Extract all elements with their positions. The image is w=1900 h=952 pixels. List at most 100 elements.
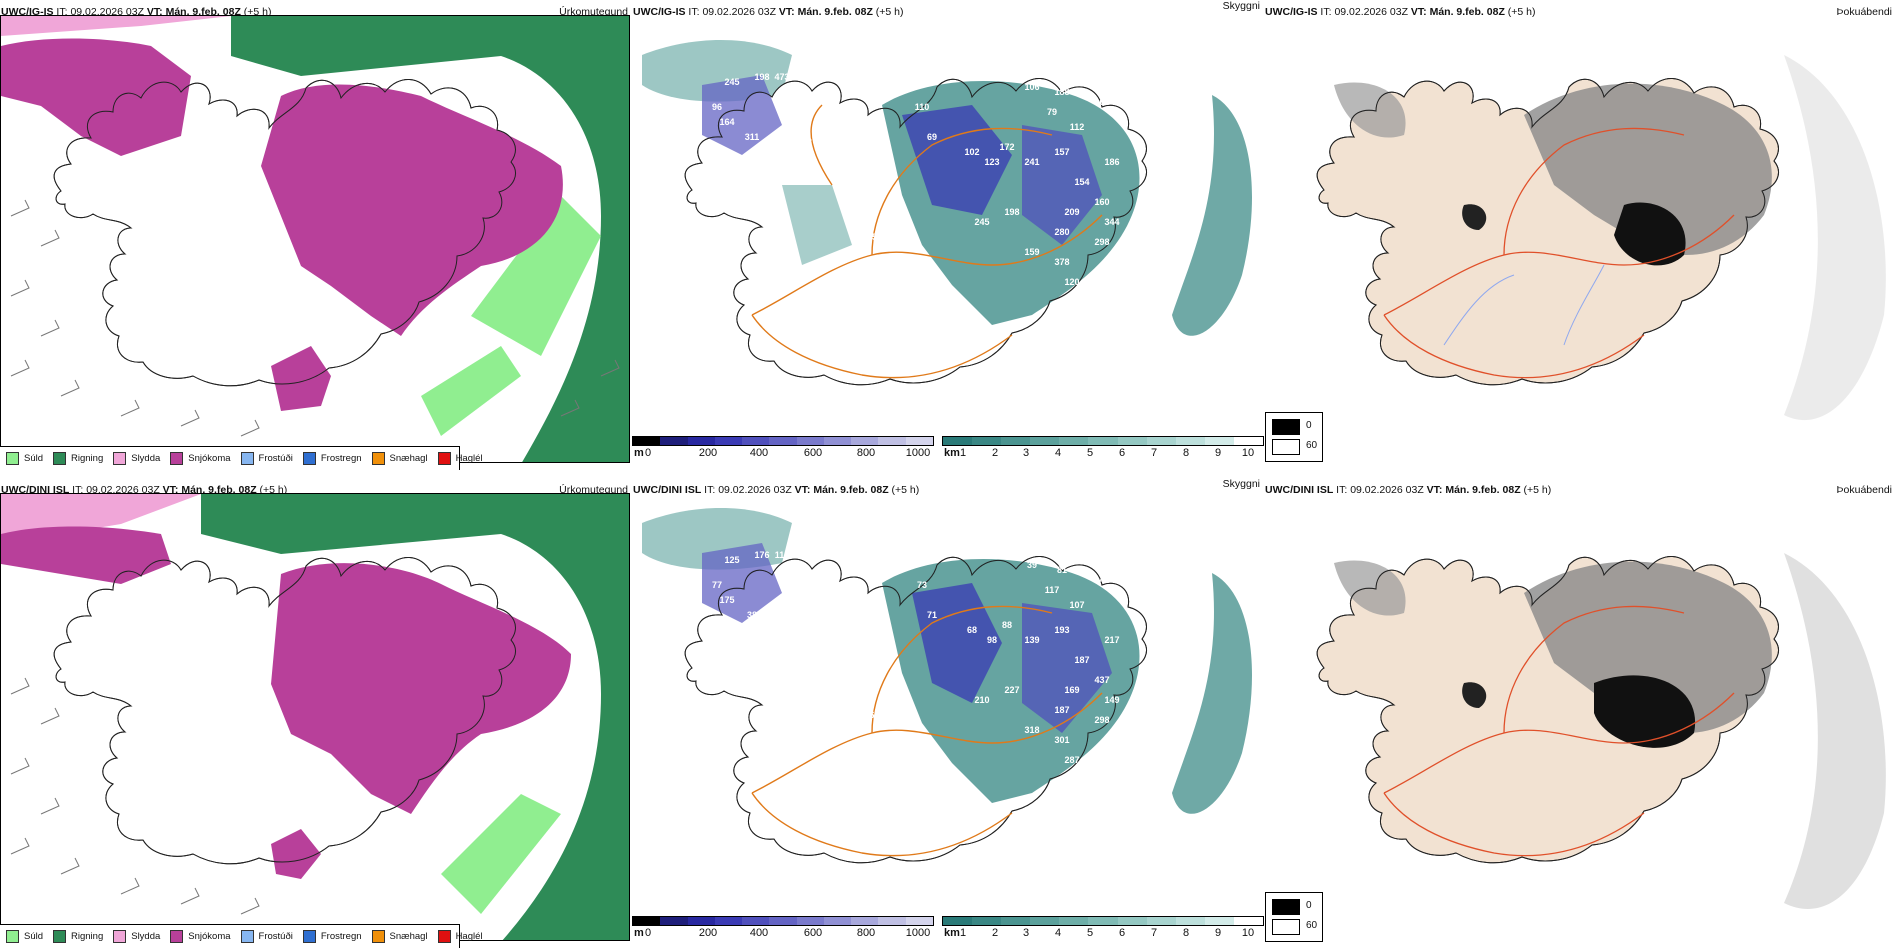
legend-item-freezing-rain: Frostregn (302, 452, 362, 465)
fog-legend-row2: 0 60 (1265, 892, 1323, 942)
elevation-label: 198 (1004, 207, 1019, 217)
elevation-label: 301 (1054, 735, 1069, 745)
elevation-label: 159 (1024, 247, 1039, 257)
fog-legend-row1: 0 60 (1265, 412, 1323, 462)
precip-type-panel-row1: UWC/IG-IS IT: 09.02.2026 03Z VT: Mán. 9.… (0, 0, 630, 470)
cloud-base-colorbar (632, 916, 934, 926)
elevation-label: 245 (724, 77, 739, 87)
visibility-panel-row1: UWC/IG-IS IT: 09.02.2026 03Z VT: Mán. 9.… (632, 0, 1262, 470)
visibility-map[interactable]: 245 198 473 96 164 311 97 93 110 69 106 188 79 112 167… (632, 15, 1262, 435)
elevation-label: 344 (1024, 805, 1039, 815)
panel-header: UWC/DINI ISL IT: 09.02.2026 03Z VT: Mán.… (633, 484, 919, 496)
fog-legend-swatch-60 (1272, 439, 1300, 455)
it-label: IT: (704, 484, 716, 496)
fog-legend-label-0: 0 (1306, 900, 1312, 911)
panel-header: UWC/IG-IS IT: 09.02.2026 03Z VT: Mán. 9.… (1265, 6, 1536, 18)
elevation-label: 68 (967, 625, 977, 635)
vt-label: VT: (778, 6, 795, 18)
elevation-label: 198 (754, 72, 769, 82)
elevation-label: 125 (724, 555, 739, 565)
precip-legend: Súld Rigning Slydda Snjókoma Frostúði Fr… (0, 446, 483, 470)
cloud-base-ticks: 0 200 400 600 800 1000 (644, 447, 931, 459)
vt-value: Mán. 9.feb. 08Z (1429, 6, 1505, 18)
fog-legend-label-60: 60 (1306, 440, 1318, 451)
visibility-unit: km (944, 927, 960, 939)
elevation-label: 106 (1024, 82, 1039, 92)
elevation-label: 209 (1064, 207, 1079, 217)
scales-row1: m 0 200 400 600 800 1000 km 1 2 3 4 5 6 7 8 9 10 (632, 436, 1264, 472)
panel-header: UWC/IG-IS IT: 09.02.2026 03Z VT: Mán. 9.… (633, 6, 904, 18)
lead-time: (+5 h) (1507, 6, 1536, 18)
elevation-label: 95 (867, 232, 877, 242)
precip-type-panel-row2: UWC/DINI ISL IT: 09.02.2026 03Z VT: Mán.… (0, 478, 630, 948)
legend-item-sleet: Slydda (113, 452, 160, 465)
elevation-label: 93 (802, 137, 812, 147)
lead-time: (+5 h) (875, 6, 904, 18)
fog-legend-label-60: 60 (1306, 920, 1318, 931)
panel-title: Þokuábendi (1836, 484, 1892, 496)
fog-map[interactable] (1264, 15, 1894, 455)
elevation-label: 437 (1094, 675, 1109, 685)
drizzle-area (471, 196, 601, 356)
elevation-label: 157 (1054, 147, 1069, 157)
visibility-colorbar (942, 436, 1264, 446)
elevation-label: 71 (927, 610, 937, 620)
elevation-label: 98 (987, 635, 997, 645)
elevation-label: 107 (1069, 600, 1084, 610)
sleet-area (1, 16, 231, 36)
elevation-label: 201 (964, 850, 979, 860)
legend-item-drizzle: Súld (6, 930, 43, 943)
elevation-label: 102 (964, 147, 979, 157)
fog-legend-swatch-0 (1272, 899, 1300, 915)
model-name: UWC/IG-IS (1265, 6, 1318, 18)
elevation-label: 167 (1094, 97, 1109, 107)
it-label: IT: (688, 6, 700, 18)
elevation-label: 176 (754, 550, 769, 560)
visibility-colorbar (942, 916, 1264, 926)
elevation-label: 117 (1045, 585, 1060, 595)
model-name: UWC/DINI ISL (1265, 484, 1334, 496)
panel-header: UWC/DINI ISL IT: 09.02.2026 03Z VT: Mán.… (1265, 484, 1551, 496)
elevation-label: 38 (747, 610, 757, 620)
legend-item-rain: Rigning (53, 452, 103, 465)
vt-label: VT: (1426, 484, 1443, 496)
cloud-base-ticks: 0 200 400 600 800 1000 (644, 927, 931, 939)
visibility-ticks: 1 2 3 4 5 6 7 8 9 10 (959, 927, 1255, 939)
elevation-label: 88 (1002, 620, 1012, 630)
precip-map[interactable] (0, 15, 630, 463)
precip-legend: Súld Rigning Slydda Snjókoma Frostúði Fr… (0, 924, 483, 948)
elevation-label: 241 (1024, 157, 1039, 167)
visibility-unit: km (944, 447, 960, 459)
elevation-label: 110 (915, 102, 930, 112)
it-label: IT: (1320, 6, 1332, 18)
visibility-ticks: 1 2 3 4 5 6 7 8 9 10 (959, 447, 1255, 459)
elevation-label: 54 (787, 590, 797, 600)
elevation-label: 154 (1074, 177, 1089, 187)
legend-item-hail: Haglél (437, 452, 483, 465)
vt-label: VT: (1410, 6, 1427, 18)
it-label: IT: (1336, 484, 1348, 496)
elevation-label: 62 (777, 227, 787, 237)
it-label: IT: (72, 484, 84, 496)
legend-item-freezing-drizzle: Frostúði (240, 930, 293, 943)
elevation-label: 77 (712, 580, 722, 590)
wind-barbs (10, 199, 620, 437)
elevation-label: 123 (984, 157, 999, 167)
fog-map[interactable] (1264, 493, 1894, 933)
elevation-label: 280 (1054, 227, 1069, 237)
vt-value: Mán. 9.feb. 08Z (1445, 484, 1521, 496)
elevation-label: 837 (919, 392, 934, 402)
legend-item-snow-pellets: Snæhagl (371, 930, 428, 943)
elevation-label: 318 (1024, 725, 1039, 735)
elevation-label: 97 (802, 615, 812, 625)
precip-map[interactable] (0, 493, 630, 941)
elevation-label: 86 (777, 705, 787, 715)
legend-item-snow: Snjókoma (170, 930, 231, 943)
vt-value: Mán. 9.feb. 08Z (797, 6, 873, 18)
elevation-label: 344 (1104, 217, 1119, 227)
visibility-map[interactable]: 125 176 112 77 175 38 54 97 73 71 39 81 117 107 144 68 9… (632, 493, 1262, 913)
legend-item-freezing-drizzle: Frostúði (240, 452, 293, 465)
elevation-label: 298 (1094, 237, 1109, 247)
legend-item-rain: Rigning (53, 930, 103, 943)
it-value: 09.02.2026 03Z (1334, 6, 1408, 18)
